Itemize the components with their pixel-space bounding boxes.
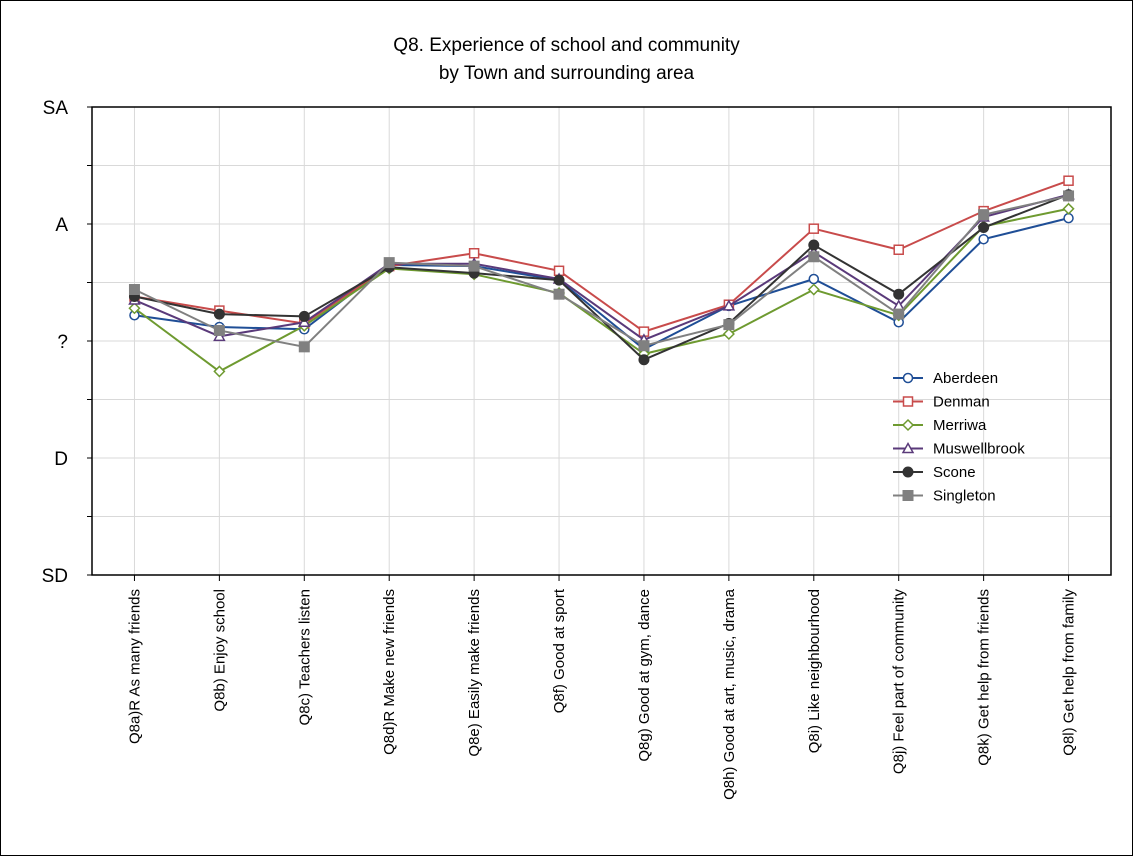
legend-item-singleton: Singleton [893, 488, 996, 505]
y-tick-label: A [55, 215, 68, 236]
x-tick-label: Q8d)R Make new friends [381, 589, 398, 755]
legend-item-denman: Denman [893, 394, 990, 411]
series-line-singleton [134, 194, 1069, 348]
y-tick-label: D [54, 449, 68, 470]
data-point-merriwa [807, 283, 820, 296]
data-point-scone [808, 239, 820, 251]
data-point-singleton [978, 209, 990, 221]
data-point-denman [1063, 175, 1074, 186]
x-tick-label: Q8l) Get help from family [1061, 589, 1078, 756]
data-point-singleton [383, 257, 395, 269]
x-tick-label: Q8c) Teachers listen [296, 589, 313, 725]
legend-item-muswellbrook: Muswellbrook [893, 441, 1025, 458]
legend-swatch-marker [901, 418, 915, 432]
data-point-merriwa [1062, 202, 1075, 215]
data-point-merriwa [213, 365, 226, 378]
series-line-scone [134, 193, 1069, 361]
legend-swatch-marker [902, 490, 914, 501]
x-tick-label: Q8f) Good at sport [551, 588, 568, 713]
series-scone [128, 189, 1075, 366]
y-axis: SA A? D SD [42, 98, 92, 587]
x-tick-label: Q8h) Good at art, music, drama [721, 588, 738, 800]
data-point-singleton [1063, 190, 1075, 202]
data-point-scone [893, 288, 905, 300]
data-point-scone [638, 354, 650, 366]
y-tick-label: SD [42, 566, 68, 587]
legend-label-aberdeen: Aberdeen [933, 370, 998, 387]
data-point-singleton [468, 260, 480, 272]
x-tick-label: Q8a)R As many friends [126, 589, 143, 744]
x-tick-label: Q8b) Enjoy school [211, 589, 228, 712]
series-denman [129, 175, 1074, 337]
data-point-denman [893, 244, 904, 255]
data-point-singleton [213, 324, 225, 336]
data-point-scone [553, 274, 565, 286]
data-point-scone [298, 310, 310, 322]
legend-swatch-marker [902, 466, 914, 478]
x-axis: Q8a)R As many friends Q8b) Enjoy school Q8… [126, 575, 1078, 800]
legend-label-muswellbrook: Muswellbrook [933, 441, 1025, 458]
series-line-merriwa [133, 207, 1069, 373]
series-line-aberdeen [134, 217, 1069, 351]
data-point-scone [978, 222, 990, 234]
data-point-singleton [553, 288, 565, 300]
data-point-singleton [298, 341, 310, 353]
series-line-denman [134, 179, 1069, 333]
x-tick-label: Q8e) Easily make friends [466, 589, 483, 757]
x-tick-label: Q8k) Get help from friends [976, 589, 993, 766]
legend-label-scone: Scone [933, 464, 976, 481]
legend-label-denman: Denman [933, 394, 990, 411]
series-line-muswellbrook [134, 193, 1069, 341]
legend-item-merriwa: Merriwa [893, 417, 987, 434]
x-tick-label: Q8g) Good at gym, dance [636, 589, 653, 762]
data-point-aberdeen [978, 233, 989, 245]
data-point-singleton [638, 340, 650, 352]
data-point-singleton [128, 284, 140, 296]
data-point-aberdeen [808, 273, 820, 285]
legend-swatch-marker [902, 372, 914, 384]
chart-title-line1: Q8. Experience of school and community [393, 35, 740, 56]
legend: Aberdeen Denman Merriwa Muswellbrook Scone Si… [893, 370, 1025, 505]
grid-lines [92, 106, 1111, 576]
chart-title-line2: by Town and surrounding area [438, 63, 695, 84]
data-point-singleton [723, 319, 735, 331]
data-point-scone [213, 308, 225, 320]
legend-item-scone: Scone [893, 464, 976, 481]
data-point-merriwa [128, 302, 141, 315]
data-point-denman [468, 248, 480, 259]
series-group [128, 175, 1075, 378]
series-singleton [128, 190, 1075, 353]
legend-swatch-marker [901, 441, 915, 454]
legend-label-merriwa: Merriwa [933, 417, 987, 434]
data-point-muswellbrook [722, 299, 736, 311]
data-point-singleton [808, 251, 820, 263]
data-point-merriwa [722, 327, 735, 341]
legend-swatch-marker [902, 396, 914, 407]
y-tick-label: SA [43, 98, 69, 119]
legend-label-singleton: Singleton [933, 488, 996, 505]
data-point-aberdeen [1063, 212, 1074, 224]
y-tick-label: ? [57, 332, 68, 353]
data-point-singleton [893, 308, 905, 320]
legend-item-aberdeen: Aberdeen [893, 370, 998, 387]
data-point-denman [808, 223, 820, 234]
x-tick-label: Q8j) Feel part of community [891, 589, 908, 775]
x-tick-label: Q8i) Like neighbourhood [806, 589, 823, 753]
